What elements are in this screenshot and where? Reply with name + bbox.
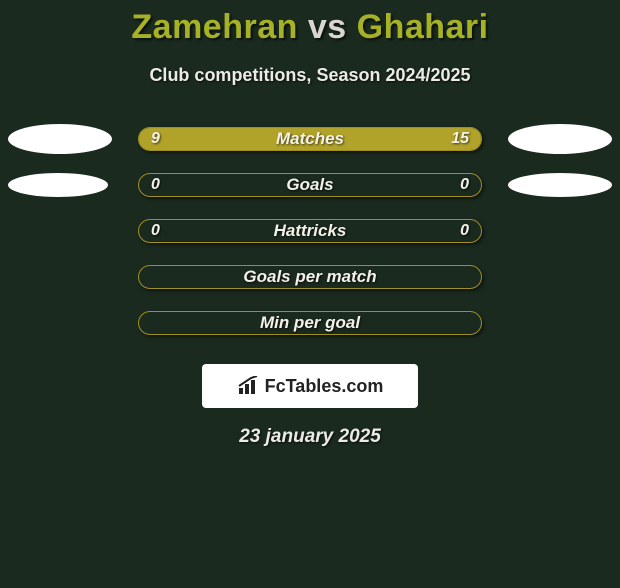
date-text: 23 january 2025	[0, 426, 620, 448]
stat-row: Min per goal	[0, 300, 620, 346]
logo: FcTables.com	[237, 376, 384, 397]
stat-label: Matches	[276, 129, 344, 149]
stat-row: 0 Hattricks 0	[0, 208, 620, 254]
logo-text: FcTables.com	[265, 376, 384, 397]
stat-value-right: 0	[460, 176, 469, 194]
avatar	[508, 124, 612, 154]
avatar	[508, 173, 612, 197]
title-vs: vs	[308, 8, 347, 46]
chart-icon	[237, 376, 261, 396]
title-player2: Ghahari	[357, 8, 489, 46]
stat-pill: 0 Hattricks 0	[138, 219, 482, 243]
stat-pill: Goals per match	[138, 265, 482, 289]
stat-label: Hattricks	[274, 221, 347, 241]
stat-value-left: 0	[151, 222, 160, 240]
stat-pill: Min per goal	[138, 311, 482, 335]
avatar	[8, 124, 112, 154]
stat-value-right: 15	[451, 130, 469, 148]
stat-row: Goals per match	[0, 254, 620, 300]
stat-label: Goals per match	[243, 267, 376, 287]
subtitle: Club competitions, Season 2024/2025	[0, 65, 620, 86]
stat-pill: 9 Matches 15	[138, 127, 482, 151]
logo-box: FcTables.com	[202, 364, 418, 408]
stat-value-left: 9	[151, 130, 160, 148]
page-title: Zamehran vs Ghahari	[0, 8, 620, 47]
stat-label: Min per goal	[260, 313, 360, 333]
title-player1: Zamehran	[131, 8, 298, 46]
stat-pill: 0 Goals 0	[138, 173, 482, 197]
avatar	[8, 173, 108, 197]
comparison-card: Zamehran vs Ghahari Club competitions, S…	[0, 8, 620, 448]
stat-rows: 9 Matches 15 0 Goals 0 0 Hattricks	[0, 116, 620, 346]
stat-label: Goals	[286, 175, 333, 195]
stat-value-left: 0	[151, 176, 160, 194]
stat-value-right: 0	[460, 222, 469, 240]
stat-row: 9 Matches 15	[0, 116, 620, 162]
stat-row: 0 Goals 0	[0, 162, 620, 208]
